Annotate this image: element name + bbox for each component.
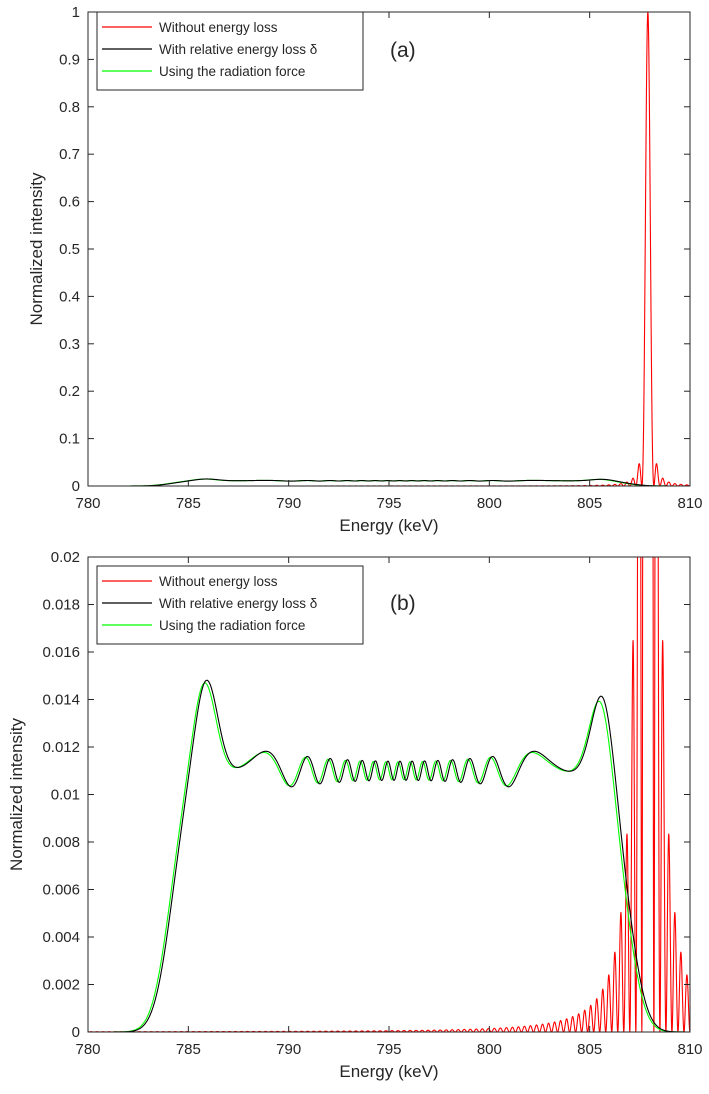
- x-tick-label: 800: [477, 495, 502, 512]
- series-line-2: [88, 682, 690, 1032]
- y-tick-label: 0: [72, 478, 80, 495]
- legend: Without energy loss With relative energy …: [96, 565, 364, 645]
- legend-entry: Without energy loss: [159, 574, 278, 589]
- x-tick-label: 780: [75, 1041, 100, 1058]
- x-tick-label: 780: [75, 495, 100, 512]
- legend: Without energy loss With relative energy …: [96, 11, 364, 91]
- y-axis-label: Normalized intensity: [27, 172, 46, 326]
- y-tick-label: 0.004: [42, 929, 80, 946]
- y-axis-label: Normalized intensity: [7, 717, 26, 871]
- x-tick-label: 810: [677, 1041, 702, 1058]
- y-tick-label: 0.4: [59, 288, 80, 305]
- panel-label: (b): [390, 592, 416, 615]
- y-tick-label: 0.2: [59, 383, 80, 400]
- y-tick-label: 0.002: [42, 977, 80, 994]
- y-tick-label: 0.014: [42, 692, 80, 709]
- y-tick-label: 0.5: [59, 241, 80, 258]
- series-line-1: [88, 679, 690, 1032]
- x-tick-label: 795: [376, 495, 401, 512]
- x-tick-label: 790: [276, 495, 301, 512]
- x-tick-label: 800: [477, 1041, 502, 1058]
- y-tick-label: 0.3: [59, 336, 80, 353]
- legend-box: [96, 565, 364, 645]
- y-tick-label: 0.02: [51, 549, 80, 566]
- y-tick-label: 0.7: [59, 146, 80, 163]
- legend-entry: With relative energy loss δ: [159, 42, 317, 57]
- x-axis-label: Energy (keV): [339, 516, 438, 535]
- y-tick-label: 0.016: [42, 644, 80, 661]
- legend-entry: Using the radiation force: [159, 618, 305, 633]
- y-tick-label: 0.006: [42, 882, 80, 899]
- y-tick-label: 0: [72, 1024, 80, 1041]
- x-tick-label: 805: [577, 1041, 602, 1058]
- y-tick-label: 1: [72, 4, 80, 21]
- x-tick-label: 795: [376, 1041, 401, 1058]
- x-tick-label: 805: [577, 495, 602, 512]
- y-tick-label: 0.018: [42, 597, 80, 614]
- y-tick-label: 0.01: [51, 787, 80, 804]
- x-tick-label: 785: [176, 495, 201, 512]
- panel-label: (a): [390, 39, 416, 62]
- x-tick-label: 810: [677, 495, 702, 512]
- x-tick-label: 785: [176, 1041, 201, 1058]
- chart-panel-0: 780 785 790 795 800 805 810 0 0.1 0.2 0.3 0.4 0.5 0.6…: [27, 4, 703, 535]
- legend-entry: Using the radiation force: [159, 64, 305, 79]
- legend-entry: With relative energy loss δ: [159, 596, 317, 611]
- plot-area: [88, 12, 690, 486]
- y-tick-label: 0.9: [59, 51, 80, 68]
- legend-entry: Without energy loss: [159, 20, 278, 35]
- y-tick-label: 0.6: [59, 194, 80, 211]
- legend-box: [96, 11, 364, 91]
- y-tick-label: 0.8: [59, 99, 80, 116]
- chart-panel-1: 780 785 790 795 800 805 810 0 0.002 0.004 0.006 0.0…: [7, 549, 703, 1081]
- x-tick-label: 790: [276, 1041, 301, 1058]
- y-tick-label: 0.1: [59, 431, 80, 448]
- y-tick-label: 0.008: [42, 834, 80, 851]
- x-axis-label: Energy (keV): [339, 1062, 438, 1081]
- y-tick-label: 0.012: [42, 739, 80, 756]
